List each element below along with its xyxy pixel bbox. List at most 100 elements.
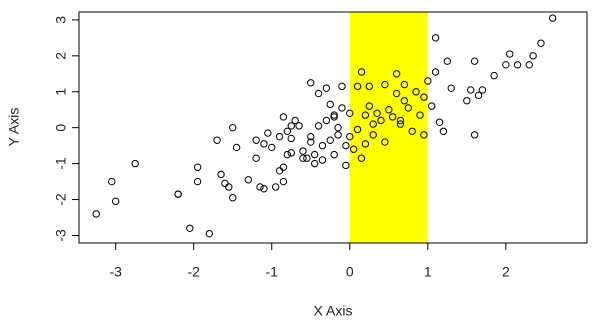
x-axis-title: X Axis (314, 303, 353, 319)
point (268, 143, 276, 152)
point (467, 86, 475, 94)
point (314, 89, 323, 98)
point (435, 118, 444, 126)
point (369, 131, 377, 139)
point (264, 129, 272, 137)
point (478, 86, 487, 94)
point (400, 97, 409, 105)
point (420, 131, 428, 139)
point (506, 50, 514, 58)
point (260, 140, 268, 148)
point (420, 93, 428, 101)
point (431, 68, 440, 76)
point (474, 91, 483, 100)
point (346, 132, 354, 141)
point (502, 61, 510, 69)
point (229, 123, 237, 132)
point (400, 80, 409, 89)
point (490, 71, 498, 80)
y-tick-label: 3 (53, 16, 69, 24)
point (470, 57, 479, 65)
y-tick-label: -3 (53, 229, 69, 242)
point (295, 122, 303, 130)
point (217, 170, 225, 179)
point (349, 145, 358, 153)
point (279, 177, 288, 186)
point (381, 80, 389, 89)
point (174, 190, 182, 198)
point (287, 134, 295, 143)
point (428, 102, 436, 110)
point (229, 194, 237, 202)
x-tick-label: 1 (424, 264, 432, 280)
point (108, 177, 116, 186)
point (232, 143, 241, 152)
point (381, 138, 389, 146)
point (318, 156, 327, 164)
point (424, 77, 432, 85)
point (385, 106, 393, 114)
point (439, 127, 448, 135)
point (396, 120, 405, 128)
point (365, 82, 373, 91)
point (221, 179, 229, 188)
point (291, 116, 299, 125)
x-tick-label: -2 (187, 264, 200, 280)
point (318, 141, 327, 150)
point (252, 136, 260, 144)
point (299, 154, 307, 162)
point (447, 84, 455, 92)
point (388, 113, 397, 121)
point (279, 163, 288, 171)
point (537, 39, 545, 47)
y-tick-label: 1 (53, 88, 69, 96)
point (244, 176, 253, 184)
x-tick-label: 0 (346, 264, 354, 280)
point (338, 104, 346, 112)
point (256, 183, 264, 191)
point (330, 111, 338, 119)
plot-box (78, 11, 588, 244)
point (357, 68, 366, 76)
point (357, 154, 366, 162)
point (529, 52, 537, 60)
point (314, 122, 323, 130)
point (303, 154, 311, 162)
point (463, 97, 471, 105)
point (342, 161, 350, 170)
point (205, 229, 214, 238)
point (443, 57, 452, 65)
point (283, 150, 292, 159)
point (299, 147, 307, 155)
point (287, 149, 295, 157)
point (213, 136, 221, 144)
y-axis-title: Y Axis (6, 108, 22, 147)
point (361, 140, 370, 148)
point (513, 61, 522, 69)
x-tick-label: -3 (109, 264, 122, 280)
point (361, 111, 370, 119)
point (330, 150, 338, 159)
point (283, 127, 292, 135)
point (470, 131, 479, 139)
point (525, 61, 533, 69)
point (342, 141, 350, 150)
point (271, 183, 280, 191)
point (369, 120, 377, 128)
point (392, 70, 401, 78)
point (287, 122, 295, 130)
point (353, 125, 362, 134)
point (92, 210, 100, 218)
y-tick-label: 0 (53, 124, 69, 132)
point (412, 88, 420, 96)
point (338, 82, 346, 91)
point (275, 167, 284, 175)
point (111, 197, 120, 206)
point (326, 100, 334, 109)
y-tick-label: 2 (53, 52, 69, 60)
point (307, 132, 315, 141)
point (307, 79, 315, 87)
point (373, 109, 381, 118)
highlight-band (349, 12, 428, 243)
point (334, 123, 342, 132)
